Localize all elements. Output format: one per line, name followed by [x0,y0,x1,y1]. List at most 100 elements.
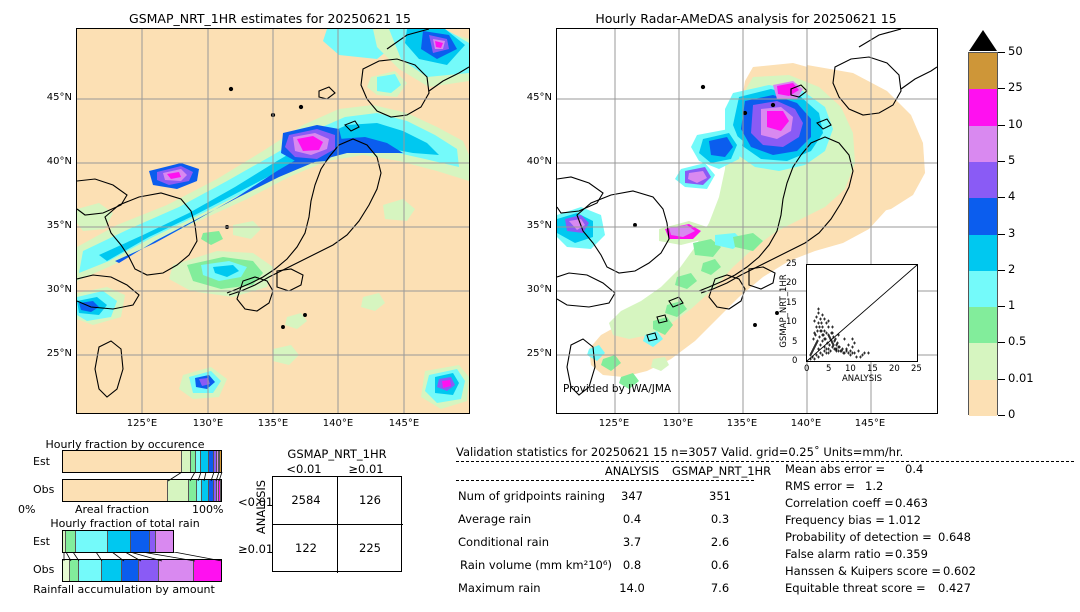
bar-segment [214,480,217,501]
colorbar-label: 0.01 [1008,370,1034,385]
left-map-lon-tick-140E: 140°E [322,418,354,429]
bar-segment [63,531,67,552]
colorbar-bar [968,52,998,417]
bar-segment [63,480,168,501]
left-precip-shapes [77,29,469,409]
right-map-credit: Provided by JWA/JMA [563,383,672,395]
right-map-lat-tick-25N: 25°N [526,348,552,359]
bar-segment [200,451,210,472]
score-label-0: Mean abs error = [785,462,886,476]
colorbar-tick [998,52,1005,53]
colorbar-label: 3 [1008,225,1016,240]
right-map-lon-tick-145E: 145°E [854,418,886,429]
validation-row-label-3: Rain volume (mm km²10⁶) [460,558,612,572]
validation-row-gsmap-3: 0.6 [710,558,730,572]
colorbar: 50 25 10 5 4 3 2 1 0.5 0.01 0 [968,30,1068,421]
scatter-xtick-5: 5 [826,364,832,374]
left-map-lon-tick-145E: 145°E [388,418,420,429]
validation-row-gsmap-4: 7.6 [710,581,730,595]
score-value-6: 0.602 [943,564,976,578]
occurrence-chart-title: Hourly fraction by occurence [45,438,205,451]
colorbar-label: 1 [1008,298,1016,313]
contingency-cell-01: 126 [359,493,381,507]
validation-row-gsmap-2: 2.6 [710,535,730,549]
validation-row-label-1: Average rain [458,512,532,526]
scatter-ytick-10: 10 [786,317,797,327]
score-label-6: Hanssen & Kuipers score = [785,564,942,578]
bar-segment [63,560,71,581]
amount-bar-obs [62,559,222,582]
amount-xlabel: Rainfall accumulation by amount [33,583,215,596]
colorbar-segment [969,379,997,417]
colorbar-segment [969,161,997,199]
score-value-1: 1.2 [865,479,884,493]
validation-row-gsmap-1: 0.3 [710,512,730,526]
left-map-lat-tick-25N: 25°N [46,348,72,359]
bar-segment [216,451,219,472]
bar-segment [194,560,221,581]
bar-segment [122,560,139,581]
right-map-lon-tick-130E: 130°E [662,418,694,429]
scatter-xtick-10: 10 [845,364,856,374]
score-label-5: False alarm ratio = [785,547,895,561]
occurrence-x-max-label: 100% [192,503,224,516]
colorbar-annotations: 50 25 10 5 4 3 2 1 0.5 0.01 0 [968,30,1068,421]
bar-segment [218,451,221,472]
colorbar-label: 0.5 [1008,334,1027,349]
score-value-7: 0.427 [938,581,971,595]
scatter-xtick-0: 0 [804,364,810,374]
scatter-xtick-25: 25 [911,364,922,374]
contingency-col-header-ge: ≥0.01 [348,462,384,476]
validation-col-header-analysis: ANALYSIS [604,464,660,478]
bar-segment [66,531,76,552]
bar-segment [63,451,182,472]
colorbar-segment [969,125,997,163]
occurrence-row-label-obs: Obs [33,483,55,496]
score-value-5: 0.359 [895,547,928,561]
colorbar-tick [998,269,1005,271]
colorbar-tick [998,160,1005,162]
colorbar-segment [969,89,997,127]
score-label-3: Frequency bias = [785,513,885,527]
scatter-inset: GSMAP_NRT_1HR [770,258,930,413]
scatter-ytick-5: 5 [792,337,798,347]
left-map-lat-tick-45N: 45°N [46,92,72,103]
scatter-ytick-25: 25 [786,259,797,269]
colorbar-label: 25 [1008,80,1023,95]
colorbar-segment [969,270,997,308]
score-value-0: 0.4 [905,462,924,476]
colorbar-segment [969,53,997,90]
right-panel-title: Hourly Radar-AMeDAS analysis for 2025062… [595,11,897,26]
occurrence-bar-est [62,450,222,473]
colorbar-label: 50 [1008,44,1023,58]
colorbar-label: 5 [1008,152,1016,167]
right-map-lon-tick-140E: 140°E [790,418,822,429]
bar-segment [167,480,189,501]
left-map-coastlines [77,29,469,398]
left-panel-title: GSMAP_NRT_1HR estimates for 20250621 15 [129,11,411,26]
bar-segment [214,451,217,472]
contingency-cell-10: 122 [295,541,317,555]
bar-segment [188,480,197,501]
left-map-lon-tick-125E: 125°E [126,418,158,429]
scatter-xlabel: ANALYSIS [841,374,883,384]
contingency-col-header-lt: <0.01 [286,462,322,476]
colorbar-tick [998,88,1005,90]
contingency-cell-11: 225 [359,541,381,555]
scatter-xtick-15: 15 [867,364,878,374]
left-map-lon-tick-130E: 130°E [192,418,224,429]
bar-segment [75,531,109,552]
scatter-ytick-20: 20 [786,278,797,288]
scatter-ytick-15: 15 [786,298,797,308]
bar-segment [158,560,195,581]
occurrence-row-label-est: Est [33,455,50,468]
validation-col-header-gsmap: GSMAP_NRT_1HR [672,464,772,478]
right-map-lat-tick-40N: 40°N [526,156,552,167]
colorbar-tick [998,124,1005,126]
amount-chart-title: Hourly fraction of total rain [50,517,200,530]
right-map-lat-tick-35N: 35°N [526,220,552,231]
right-map-field [557,29,937,413]
colorbar-label: 0 [1008,407,1016,421]
bar-segment [70,560,79,581]
bar-segment [220,480,221,501]
